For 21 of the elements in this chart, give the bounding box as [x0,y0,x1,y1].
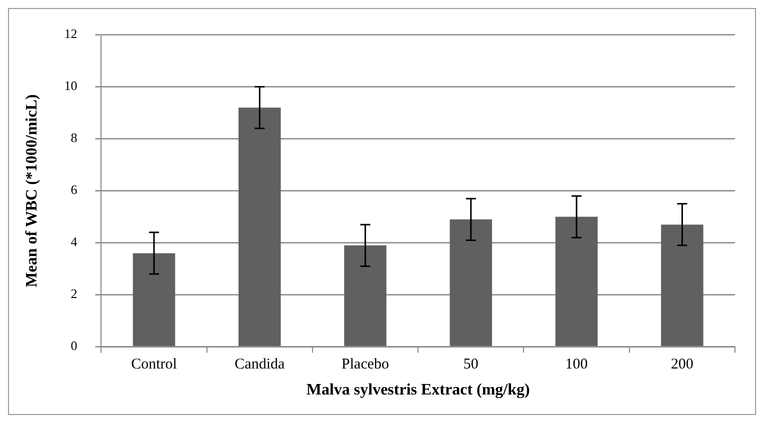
bar [344,245,386,346]
bar [450,219,492,346]
x-tick-label: Candida [234,356,285,373]
bar [661,224,704,346]
x-tick-label: Placebo [342,356,390,373]
y-tick-label: 12 [64,26,78,42]
x-tick-label: 50 [463,356,478,373]
x-tick-label: 200 [670,356,694,373]
x-axis-title: Malva sylvestris Extract (mg/kg) [306,382,530,399]
y-tick-label: 6 [70,182,78,198]
bar [132,253,176,346]
y-tick-label: 2 [70,286,78,302]
y-axis-title: Mean of WBC (*1000/micL) [24,94,41,288]
y-tick-label: 4 [70,234,78,250]
x-tick-label: 100 [565,356,588,373]
y-tick-label: 8 [70,130,78,146]
y-tick-label: 0 [70,338,78,354]
y-tick-label: 10 [64,78,78,94]
x-tick-label: Control [131,356,177,373]
bar [238,108,281,346]
bar [555,216,598,346]
